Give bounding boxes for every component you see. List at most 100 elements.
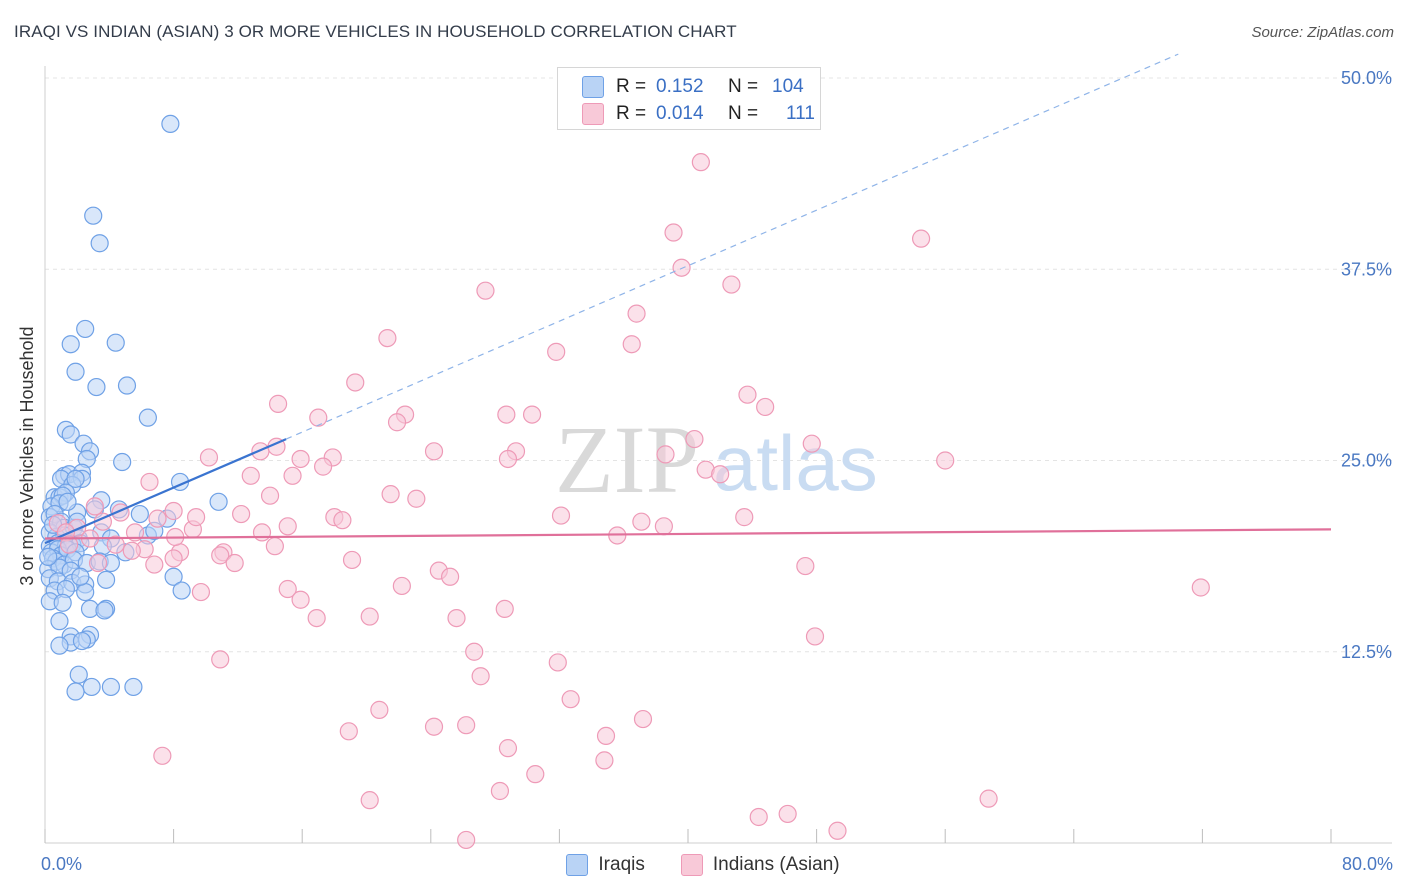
y-tick-label: 25.0% (1341, 451, 1392, 471)
iraqi-point (95, 601, 114, 620)
indian-point (805, 627, 825, 646)
indian-point (627, 304, 646, 323)
indian-point (465, 642, 484, 661)
watermark-atlas: atlas (713, 419, 878, 507)
indian-point (633, 709, 653, 729)
iraqi-point (130, 504, 149, 524)
indian-point (656, 445, 675, 464)
indian-point (307, 608, 326, 628)
indian-point (548, 653, 567, 672)
indian-point (440, 567, 460, 586)
indian-point (828, 821, 847, 840)
indian-point (60, 535, 79, 554)
indian-point (333, 511, 352, 530)
iraqi-point (124, 677, 143, 697)
indian-point (392, 576, 411, 596)
indian-point (551, 506, 571, 525)
iraqi-point (69, 665, 88, 684)
indian-point (148, 509, 167, 528)
indian-point (140, 472, 159, 492)
indian-point (278, 517, 297, 536)
iraqi-point (61, 335, 80, 354)
indian-point (936, 451, 955, 470)
legend-row-indians: R = 0.014 N = 111 (582, 102, 836, 126)
watermark-zip: ZIP (555, 406, 699, 513)
indian-point (313, 457, 333, 476)
tick-labels: 12.5% 25.0% 37.5% 50.0% 0.0% 80.0% (41, 68, 1393, 874)
correlation-legend: R = 0.152 N = 104 R = 0.014 N = 111 (557, 67, 821, 130)
indian-point (153, 746, 172, 765)
indian-point (278, 579, 297, 599)
indian-point (407, 489, 426, 508)
indian-point (457, 830, 476, 850)
indian-point (596, 726, 616, 746)
indian-point (291, 590, 310, 609)
indian-point (802, 434, 821, 453)
y-tick-label: 37.5% (1341, 259, 1392, 279)
indian-point (370, 700, 389, 719)
indian-point (561, 690, 580, 709)
indian-point (241, 466, 260, 485)
indian-point (339, 722, 358, 741)
y-axis-label: 3 or more Vehicles in Household (17, 326, 37, 585)
indian-point (522, 405, 542, 424)
iraqi-point (90, 234, 109, 253)
indian-point (291, 449, 310, 469)
iraqi-point (84, 206, 103, 225)
x-tick-label: 80.0% (1342, 854, 1393, 874)
legend-r-value: 0.152 (656, 76, 704, 97)
iraqi-point (76, 319, 95, 339)
iraqi-point (58, 492, 77, 511)
indian-point (211, 546, 230, 565)
legend-swatch-iraqis (566, 854, 589, 876)
iraqi-point (117, 376, 137, 395)
indian-point (378, 329, 397, 348)
indian-point (654, 517, 673, 536)
indian-point (342, 550, 362, 570)
indian-point (672, 258, 691, 277)
indian-point (756, 397, 775, 417)
indian-point (225, 553, 244, 573)
iraqi-point (113, 452, 132, 472)
iraqi-point (66, 682, 85, 701)
legend-r-value: 0.014 (656, 103, 704, 124)
iraqi-point (172, 581, 191, 600)
indian-point (268, 394, 288, 413)
indian-point (191, 582, 211, 602)
grid-lines (45, 77, 1392, 653)
indian-point (265, 537, 284, 556)
indian-point (106, 535, 125, 554)
indian-point (88, 553, 108, 573)
iraqi-point (72, 631, 92, 651)
watermark: ZIP atlas (555, 406, 878, 513)
iraqi-point (66, 362, 85, 381)
indian-point (164, 501, 183, 521)
iraqi-point (87, 377, 106, 397)
iraqi-point (138, 408, 157, 427)
indian-point (632, 512, 651, 531)
indian-point (547, 342, 566, 361)
legend-item-iraqis[interactable]: Iraqis (566, 854, 645, 876)
trend-lines (44, 53, 1332, 545)
indian-point (796, 556, 815, 576)
iraqi-trend-line (44, 438, 287, 545)
indian-point (424, 442, 444, 461)
legend-label-indians: Indians (Asian) (712, 854, 840, 875)
indian-point (145, 555, 164, 574)
indian-point (252, 523, 272, 542)
iraqi-point (66, 469, 85, 488)
chart-title: IRAQI VS INDIAN (ASIAN) 3 OR MORE VEHICL… (14, 22, 737, 41)
indian-point (691, 153, 710, 172)
iraqi-point (61, 425, 80, 444)
legend-swatch-iraqis (582, 76, 604, 98)
indian-point (749, 807, 768, 827)
indian-point (471, 667, 490, 686)
indian-point (260, 486, 280, 505)
indian-point (495, 599, 514, 619)
iraqi-point (209, 492, 228, 511)
legend-row-iraqis: R = 0.152 N = 104 (582, 75, 822, 99)
legend-item-indians[interactable]: Indians (Asian) (680, 854, 840, 876)
indian-point (595, 751, 614, 770)
iraqi-point (96, 570, 116, 589)
